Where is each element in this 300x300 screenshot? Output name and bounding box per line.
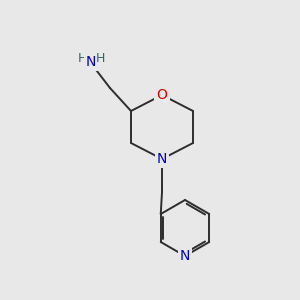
Text: H: H (77, 52, 87, 64)
Text: O: O (157, 88, 167, 102)
Text: N: N (180, 249, 190, 263)
Text: H: H (95, 52, 105, 64)
Text: N: N (86, 55, 96, 69)
Text: N: N (157, 152, 167, 166)
